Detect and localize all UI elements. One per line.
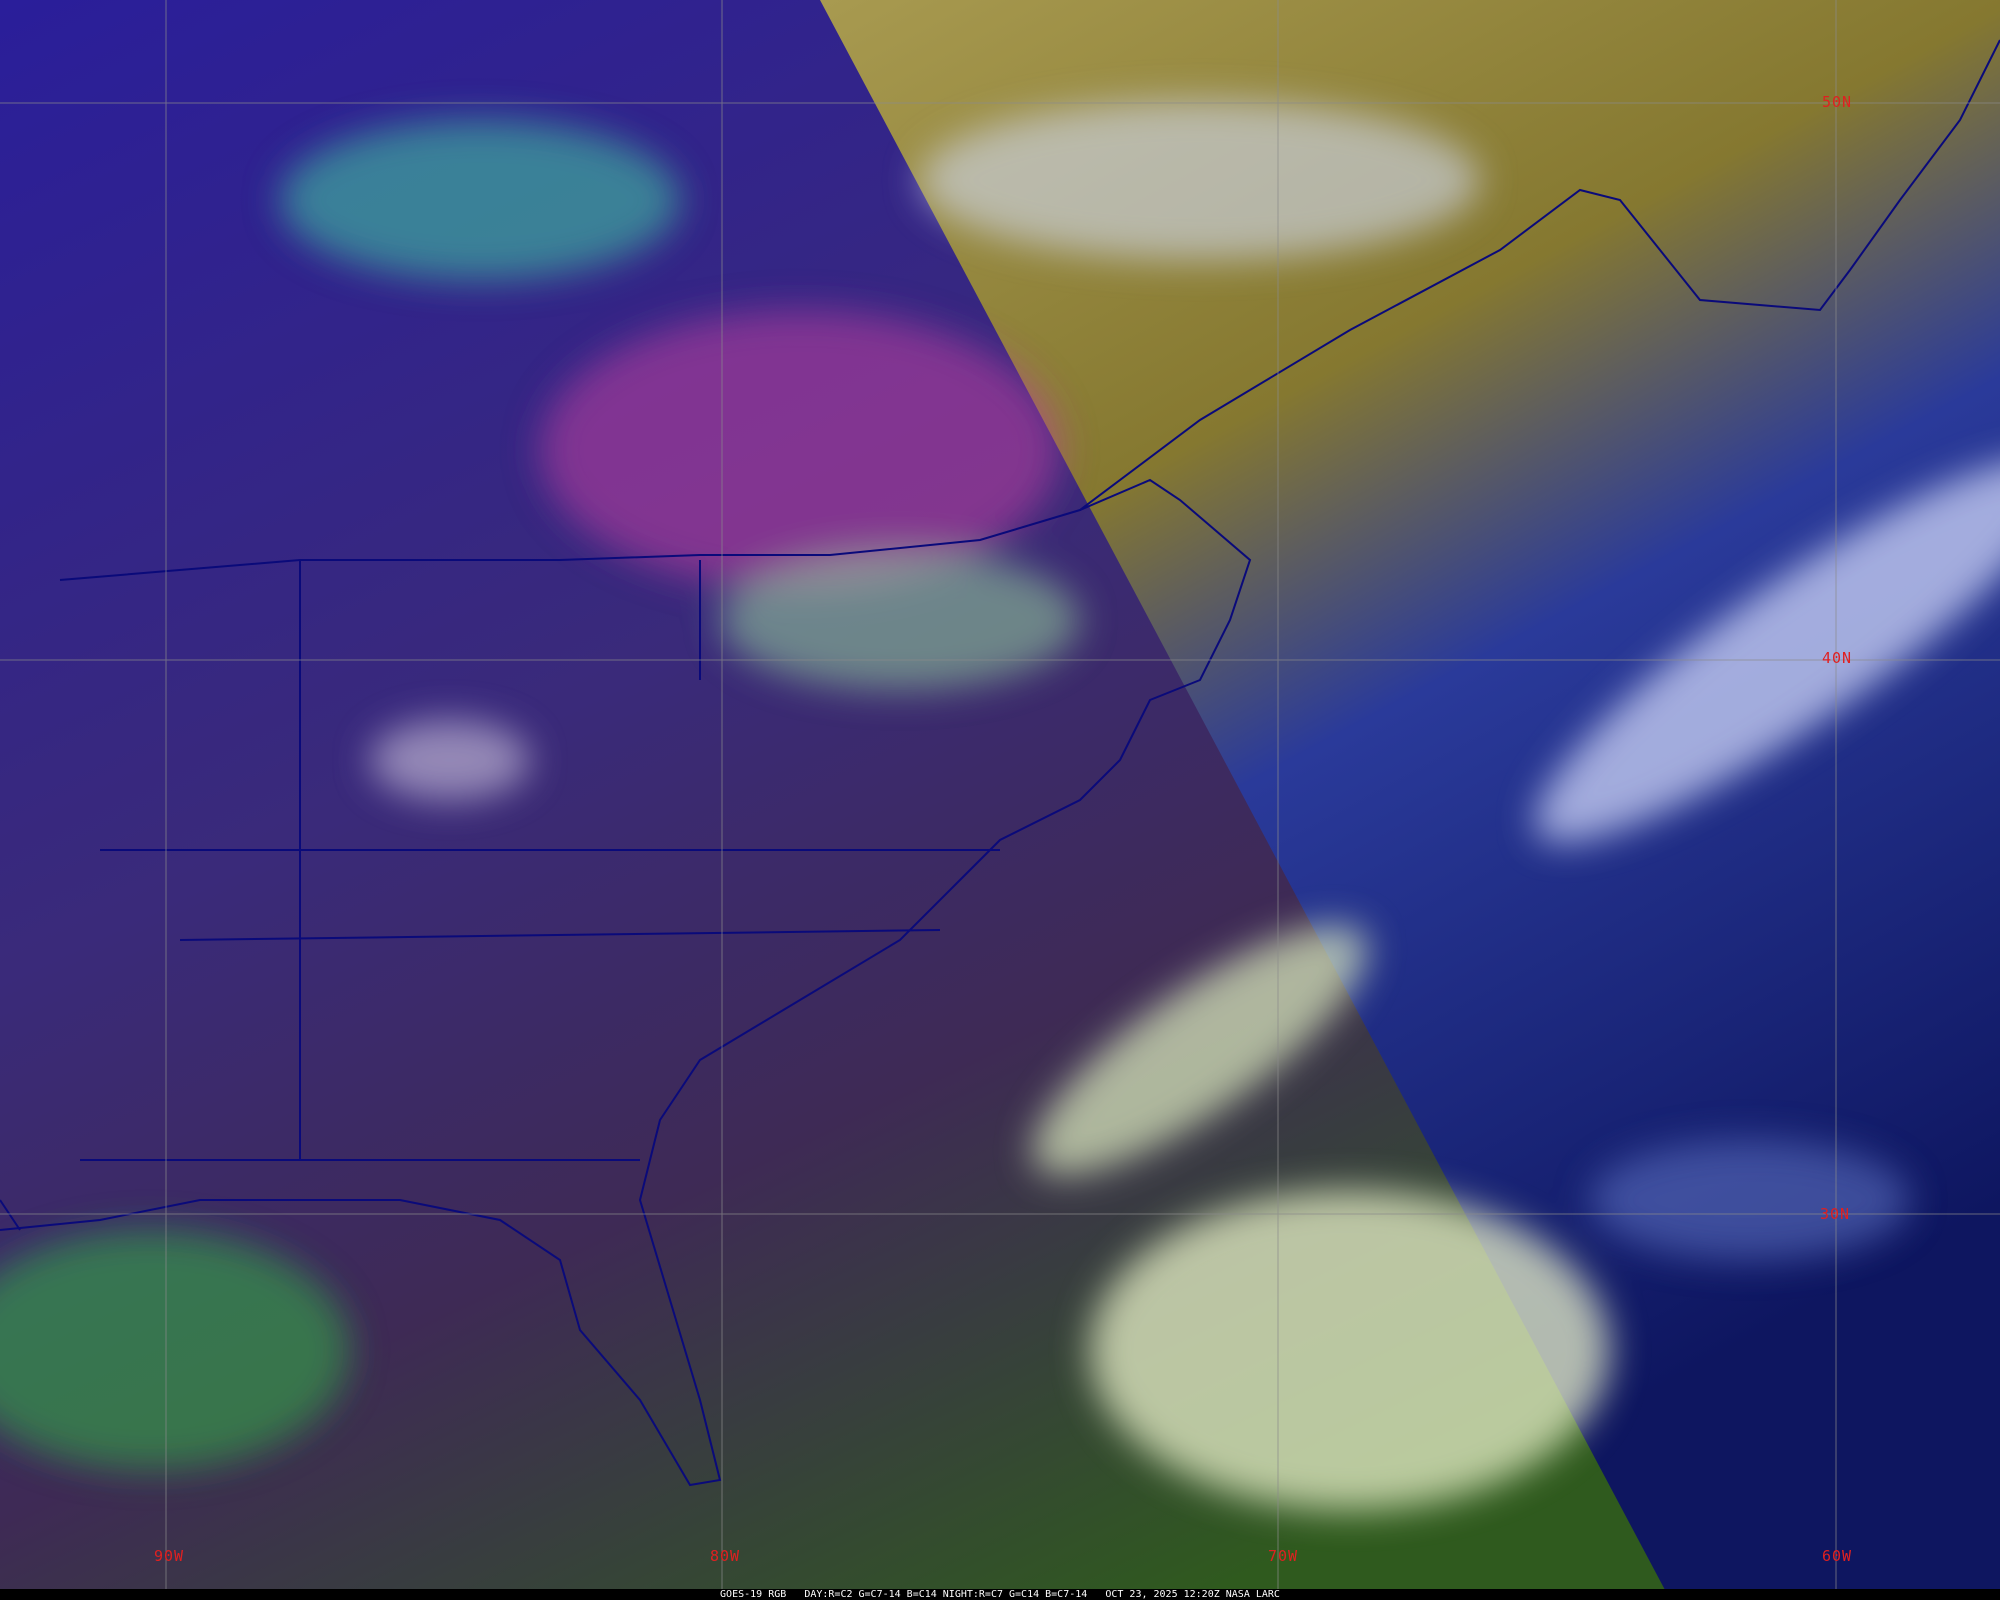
coastlines-and-borders <box>0 39 2000 1487</box>
latitude-label-40n: 40N <box>1822 649 1853 667</box>
latitude-label-50n: 50N <box>1822 93 1853 111</box>
image-caption: GOES-19 RGB DAY:R=C2 G=C7-14 B=C14 NIGHT… <box>0 1589 2000 1600</box>
longitude-label-60w: 60W <box>1822 1547 1853 1565</box>
longitude-label-70w: 70W <box>1268 1547 1299 1565</box>
cloud-fields <box>0 100 2000 1510</box>
longitude-label-80w: 80W <box>710 1547 741 1565</box>
latitude-label-30n: 30N <box>1820 1205 1851 1223</box>
longitude-label-90w: 90W <box>154 1547 185 1565</box>
